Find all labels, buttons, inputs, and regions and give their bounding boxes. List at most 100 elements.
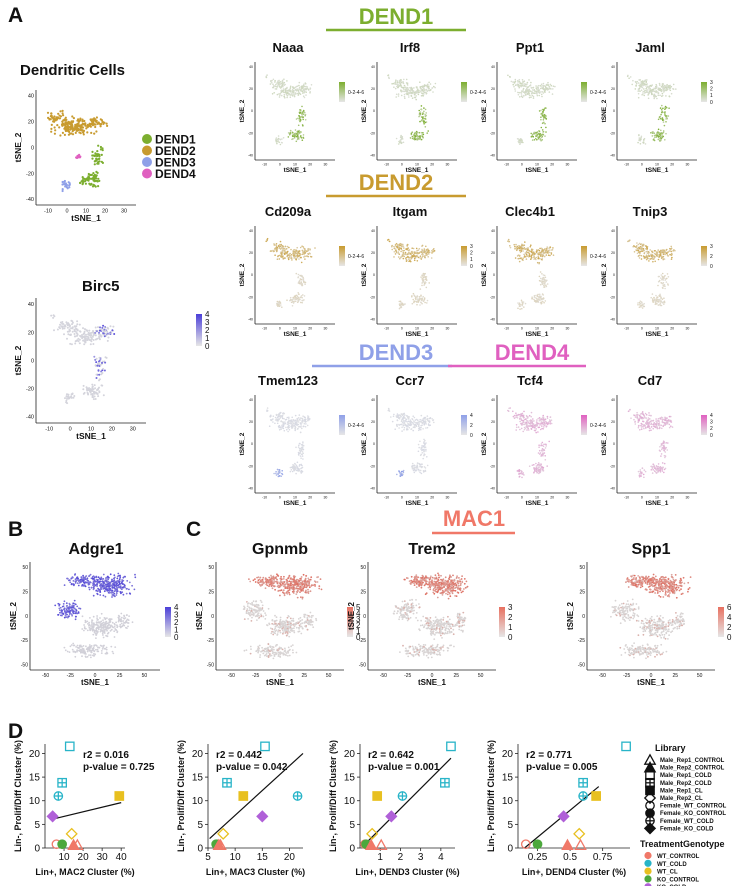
cell-point [528, 249, 530, 252]
cell-point [521, 301, 523, 303]
cell-point [102, 367, 105, 370]
cell-point [536, 424, 539, 427]
cell-point [278, 84, 281, 86]
cell-point [282, 424, 285, 427]
cell-point [634, 80, 637, 83]
cell-point [59, 327, 61, 330]
cell-point [636, 80, 638, 83]
cell-point [72, 117, 75, 120]
cell-point [528, 96, 531, 99]
cell-point [642, 420, 644, 423]
cell-point [306, 417, 309, 419]
cell-point [539, 280, 542, 282]
cell-point [520, 93, 523, 95]
cell-point [639, 254, 641, 256]
cell-point [295, 250, 297, 253]
cell-point [650, 429, 652, 432]
cell-point [276, 85, 279, 87]
cell-point [98, 378, 101, 381]
cell-point [295, 298, 298, 300]
cell-point [300, 417, 302, 419]
cell-point [291, 416, 294, 419]
cell-point [100, 153, 103, 156]
cell-point [533, 429, 536, 432]
cell-point [670, 250, 672, 253]
cell-point [545, 425, 548, 428]
cell-point [289, 252, 291, 255]
cell-point [542, 253, 544, 256]
cell-point [266, 407, 269, 409]
cell-point [307, 255, 310, 258]
cell-point [98, 335, 101, 338]
cell-point [540, 443, 543, 445]
cell-point [646, 419, 648, 422]
cell-point [655, 420, 658, 423]
cell-point [87, 336, 90, 339]
cell-point [540, 295, 542, 298]
cell-point [64, 124, 67, 127]
cell-point [655, 418, 657, 420]
y-axis-title: tSNE_2 [481, 99, 488, 122]
cell-point [672, 250, 674, 252]
cell-point [83, 336, 86, 339]
cell-point [304, 114, 307, 117]
cell-point [396, 85, 398, 88]
cell-point [266, 409, 268, 412]
cell-point [292, 250, 294, 252]
cell-point [275, 140, 278, 143]
y-tick-label: -40 [248, 317, 253, 321]
cell-point [647, 257, 649, 260]
cell-point [422, 120, 425, 123]
cell-point [658, 420, 660, 422]
cell-point [525, 253, 528, 256]
cell-point [513, 85, 515, 88]
cell-point [93, 154, 96, 157]
cell-point [640, 304, 643, 307]
cell-point [514, 245, 516, 248]
cell-point [299, 88, 301, 91]
cell-point [396, 81, 399, 84]
cell-point [534, 300, 537, 303]
cell-point [303, 247, 306, 250]
cell-point [291, 138, 293, 141]
cell-point [536, 134, 539, 136]
cell-point [293, 94, 296, 96]
cell-point [645, 91, 648, 93]
cell-point [425, 245, 427, 248]
cell-point [545, 422, 548, 425]
cell-point [639, 429, 641, 431]
cell-point [638, 257, 641, 259]
cell-point [518, 91, 520, 94]
cell-point [90, 122, 93, 125]
cell-point [412, 467, 414, 470]
cell-point [513, 243, 515, 246]
cell-point [661, 272, 664, 275]
cell-point [648, 412, 650, 414]
cell-point [301, 92, 304, 94]
cell-point [652, 301, 654, 303]
cell-point [668, 95, 671, 98]
cell-point [640, 416, 643, 419]
cell-point [97, 369, 100, 372]
cell-point [520, 85, 522, 88]
cell-point [82, 131, 85, 134]
cell-point [546, 84, 548, 86]
cell-point [430, 257, 433, 259]
cell-point [507, 74, 509, 77]
cell-point [294, 429, 297, 432]
cell-point [407, 87, 409, 89]
cell-point [296, 295, 299, 298]
cell-point [403, 423, 405, 425]
cell-point [282, 252, 284, 254]
cell-point [405, 258, 408, 261]
cell-point [404, 251, 407, 254]
y-tick-label: 0 [373, 109, 375, 113]
cell-point [99, 326, 101, 329]
group-header: DEND2 [359, 170, 434, 195]
cell-point [517, 91, 519, 94]
cell-point [279, 302, 282, 304]
cell-point [394, 247, 396, 250]
cell-point [417, 425, 420, 427]
cell-point [61, 124, 64, 127]
